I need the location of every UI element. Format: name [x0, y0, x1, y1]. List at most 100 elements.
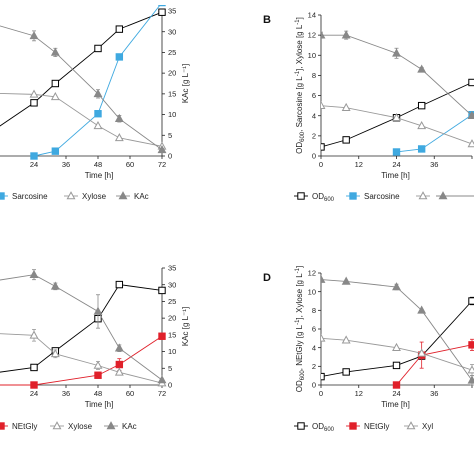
legend-marker [297, 422, 305, 430]
x-tick-label: 48 [94, 160, 102, 169]
data-point [341, 102, 351, 111]
legend-label: NEtGly [12, 422, 37, 431]
data-point [341, 30, 351, 39]
y-tick-label: 6 [312, 91, 316, 100]
data-point [51, 147, 60, 155]
chart-panel-1: 24 36 48 60 72 Time [h] 0 5 10 15 20 25 30 35 KAc [g L… [0, 5, 190, 180]
data-point [342, 136, 350, 144]
x-tick-label: 24 [30, 160, 38, 169]
legend-marker [52, 421, 62, 430]
data-point [321, 143, 325, 151]
legend-label: KAc [122, 422, 137, 431]
data-point [342, 368, 350, 376]
legend-marker [118, 191, 128, 200]
series-line [0, 92, 163, 147]
data-point [158, 286, 166, 295]
legend-label-sub: 600 [324, 427, 335, 433]
y2-tick-label: 35 [168, 264, 176, 273]
panel-label: B [263, 14, 271, 26]
x-tick-label: 24 [30, 389, 38, 398]
data-point [115, 360, 124, 369]
y-axis-label: OD600, Sarcosine [g L-1], Xylose [g L-1] [295, 17, 306, 154]
y2-tick-label: 35 [168, 7, 176, 16]
y-axis-label-part: 600 [300, 370, 306, 381]
data-point [93, 120, 103, 130]
legend-label: Xylose [82, 192, 107, 201]
data-point [30, 363, 38, 372]
y2-axis-label: KAc [g L⁻¹] [181, 307, 190, 346]
data-point [392, 148, 401, 156]
data-point [157, 144, 167, 154]
x-tick-label: 60 [126, 160, 134, 169]
y-axis-label-part: -1 [295, 267, 301, 273]
y-tick-label: 0 [312, 381, 316, 390]
legend-marker [66, 191, 76, 200]
legend-label: OD600 [312, 422, 335, 433]
y2-tick-label: 20 [168, 314, 176, 323]
legend-b: OD600 Sarcosine [294, 191, 474, 203]
legend-label: Sarcosine [12, 192, 48, 201]
x-tick-label: 60 [126, 389, 134, 398]
legend-d: OD600 NEtGly Xyl [294, 421, 433, 433]
x-axis-label: Time [h] [381, 400, 410, 409]
series-line [0, 284, 163, 373]
data-point [94, 371, 102, 379]
data-point [29, 330, 39, 339]
data-point [114, 367, 124, 376]
series-line [33, 5, 161, 157]
data-point [467, 139, 474, 148]
data-point [321, 274, 326, 283]
legend-label: NEtGly [364, 422, 389, 431]
data-point [29, 31, 39, 40]
y-axis-label-part: -1 [295, 70, 301, 76]
legend-label: KAc [134, 192, 149, 201]
legend-c: NEtGly Xylose KAc [0, 421, 137, 431]
y-axis-label-part: ] [295, 266, 304, 268]
x-tick-label: 36 [430, 160, 438, 169]
series-line [0, 333, 163, 384]
y-tick-label: 2 [312, 362, 316, 371]
data-point [392, 361, 401, 370]
chart-panel-3: 24 36 48 60 72 Time [h] 0 5 10 15 20 25 30 35 KAc [g L… [0, 264, 190, 409]
y-tick-label: 6 [312, 325, 316, 334]
x-axis-label: Time [h] [85, 400, 114, 409]
data-point [417, 145, 426, 153]
x-tick-label: 12 [355, 160, 363, 169]
data-point [467, 375, 474, 384]
series-line [0, 274, 163, 381]
series-group [321, 30, 474, 156]
y-axis-label-part: , NEtGly [g L [295, 324, 304, 370]
y-tick-label: 0 [312, 152, 316, 161]
y-axis-label-part: OD [295, 380, 304, 392]
legend-label: Xylose [68, 422, 93, 431]
data-point [468, 297, 474, 305]
data-point [321, 333, 326, 342]
y-tick-label: 12 [308, 269, 316, 278]
data-point [30, 152, 38, 160]
data-point [29, 89, 39, 98]
data-point [93, 360, 103, 369]
x-axis-label: Time [h] [381, 171, 410, 180]
legend-marker [418, 191, 428, 200]
data-point [392, 112, 401, 122]
series-group [321, 274, 474, 389]
data-point [50, 47, 60, 56]
y-axis-label-part: ] [295, 17, 304, 19]
x-tick-label: 36 [62, 389, 70, 398]
x-tick-label: 48 [94, 389, 102, 398]
data-point [158, 8, 166, 16]
y-tick-label: 4 [312, 343, 316, 352]
data-point [114, 133, 124, 142]
legend-marker [297, 192, 305, 200]
data-point [93, 306, 103, 315]
data-point [321, 30, 326, 39]
legend-marker [438, 191, 448, 200]
legend-marker [406, 421, 416, 430]
x-tick-label: 24 [392, 389, 400, 398]
y-axis-label-part: ], Xylose [g L [295, 273, 304, 320]
x-tick-label: 72 [158, 160, 166, 169]
series-line [0, 11, 163, 127]
data-point [93, 89, 103, 98]
x-axis-label: Time [h] [85, 171, 114, 180]
